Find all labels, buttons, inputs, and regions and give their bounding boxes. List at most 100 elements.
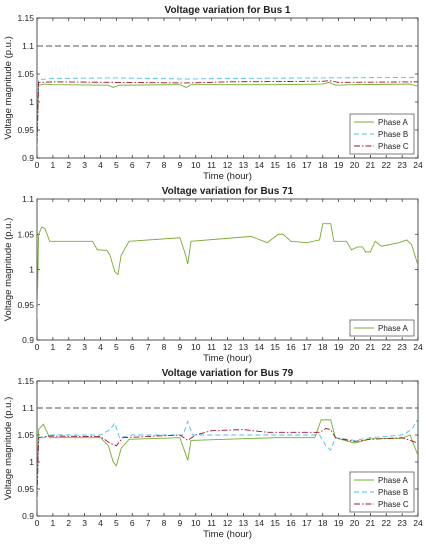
x-tick-label: 9	[178, 342, 183, 352]
series-line-phase-c	[37, 428, 418, 498]
y-tick-label: 1.1	[22, 41, 34, 51]
x-tick-label: 10	[191, 342, 201, 352]
y-tick-label: 1.05	[17, 69, 34, 79]
x-tick-label: 19	[334, 518, 344, 528]
x-tick-label: 10	[191, 518, 201, 528]
x-tick-label: 3	[82, 342, 87, 352]
chart-panel-3: Voltage variation for Bus 790 1 2 3 4 5 6 7 8 9 10…	[3, 368, 423, 540]
x-tick-label: 0	[35, 160, 40, 170]
series-line-phase-a	[37, 223, 418, 319]
y-tick-label: 1	[29, 97, 34, 107]
x-tick-label: 19	[334, 342, 344, 352]
x-tick-label: 3	[82, 160, 87, 170]
x-tick-label: 16	[286, 342, 296, 352]
x-tick-label: 17	[302, 160, 312, 170]
x-tick-label: 2	[66, 160, 71, 170]
x-tick-label: 6	[130, 342, 135, 352]
x-axis-title: Time (hour)	[203, 171, 252, 182]
x-tick-label: 11	[207, 160, 216, 170]
legend-label: Phase C	[378, 142, 409, 151]
x-tick-label: 23	[397, 160, 407, 170]
x-tick-label: 18	[318, 518, 328, 528]
x-tick-label: 4	[98, 342, 103, 352]
x-tick-label: 18	[318, 342, 328, 352]
x-tick-label: 14	[255, 518, 265, 528]
y-axis-title: Voltage magnitude (p.u.)	[3, 36, 14, 140]
x-tick-label: 16	[286, 160, 296, 170]
x-tick-label: 24	[413, 160, 423, 170]
x-tick-label: 2	[66, 518, 71, 528]
x-tick-label: 8	[162, 342, 167, 352]
chart-title: Voltage variation for Bus 79	[162, 368, 294, 379]
legend-box	[349, 113, 415, 155]
x-tick-label: 5	[114, 160, 119, 170]
x-tick-label: 20	[350, 160, 360, 170]
y-tick-label: 1.05	[17, 229, 34, 239]
x-tick-label: 15	[270, 518, 280, 528]
x-axis-title: Time (hour)	[203, 353, 252, 364]
x-tick-label: 0	[35, 342, 40, 352]
y-tick-label: 1.05	[17, 430, 34, 440]
series-line-phase-b	[37, 76, 418, 142]
x-tick-label: 21	[366, 518, 376, 528]
y-tick-label: 0.9	[22, 335, 34, 345]
chart-panel-1: Voltage variation for Bus 10 1 2 3 4 5 6 7 8 9 10 1…	[3, 5, 423, 182]
x-tick-label: 8	[162, 518, 167, 528]
x-tick-label: 12	[223, 342, 233, 352]
y-tick-label: 0.9	[22, 511, 34, 521]
y-tick-label: 1.1	[22, 194, 34, 204]
x-tick-label: 22	[382, 518, 392, 528]
x-tick-label: 5	[114, 342, 119, 352]
y-tick-label: 0.95	[17, 484, 34, 494]
legend-label: Phase B	[378, 488, 408, 497]
x-tick-label: 7	[146, 160, 151, 170]
x-tick-label: 13	[239, 518, 249, 528]
legend-box	[349, 471, 415, 513]
x-tick-label: 11	[207, 342, 216, 352]
series-line-phase-a	[37, 81, 418, 147]
x-tick-label: 1	[51, 160, 56, 170]
y-tick-label: 0.95	[17, 125, 34, 135]
y-tick-label: 1	[29, 265, 34, 275]
y-tick-label: 1.15	[17, 13, 34, 23]
x-tick-label: 14	[255, 160, 265, 170]
x-tick-label: 19	[334, 160, 344, 170]
x-tick-label: 8	[162, 160, 167, 170]
y-tick-label: 1	[29, 457, 34, 467]
y-axis-title: Voltage magnitude (p.u.)	[3, 397, 14, 501]
x-tick-label: 1	[51, 342, 56, 352]
x-axis-title: Time (hour)	[203, 529, 252, 540]
x-tick-label: 2	[66, 342, 71, 352]
x-tick-label: 7	[146, 518, 151, 528]
x-tick-label: 11	[207, 518, 216, 528]
legend-label: Phase B	[378, 130, 408, 139]
y-tick-label: 1.15	[17, 376, 34, 386]
x-tick-label: 10	[191, 160, 201, 170]
legend: Phase A Phase B Phase C	[349, 113, 415, 155]
x-tick-label: 23	[397, 342, 407, 352]
y-tick-label: 1.1	[22, 403, 34, 413]
x-tick-label: 16	[286, 518, 296, 528]
series-line-phase-b	[37, 418, 418, 500]
chart-title: Voltage variation for Bus 71	[162, 186, 294, 197]
legend-label: Phase A	[378, 324, 408, 333]
legend-box	[349, 319, 415, 337]
x-tick-label: 6	[130, 160, 135, 170]
plot-area-frame	[36, 198, 419, 341]
x-tick-label: 21	[366, 160, 376, 170]
legend-label: Phase C	[378, 500, 409, 509]
chart-title: Voltage variation for Bus 1	[165, 5, 291, 16]
series-line-phase-c	[37, 80, 418, 145]
legend: Phase A Phase B Phase C	[349, 471, 415, 513]
x-tick-label: 22	[382, 342, 392, 352]
series-line-phase-a	[37, 419, 418, 500]
y-tick-label: 0.95	[17, 300, 34, 310]
x-tick-label: 3	[82, 518, 87, 528]
legend-label: Phase A	[378, 118, 408, 127]
x-tick-label: 4	[98, 518, 103, 528]
x-tick-label: 14	[255, 342, 265, 352]
x-tick-label: 4	[98, 160, 103, 170]
x-tick-label: 12	[223, 518, 233, 528]
x-tick-label: 18	[318, 160, 328, 170]
x-tick-label: 20	[350, 518, 360, 528]
